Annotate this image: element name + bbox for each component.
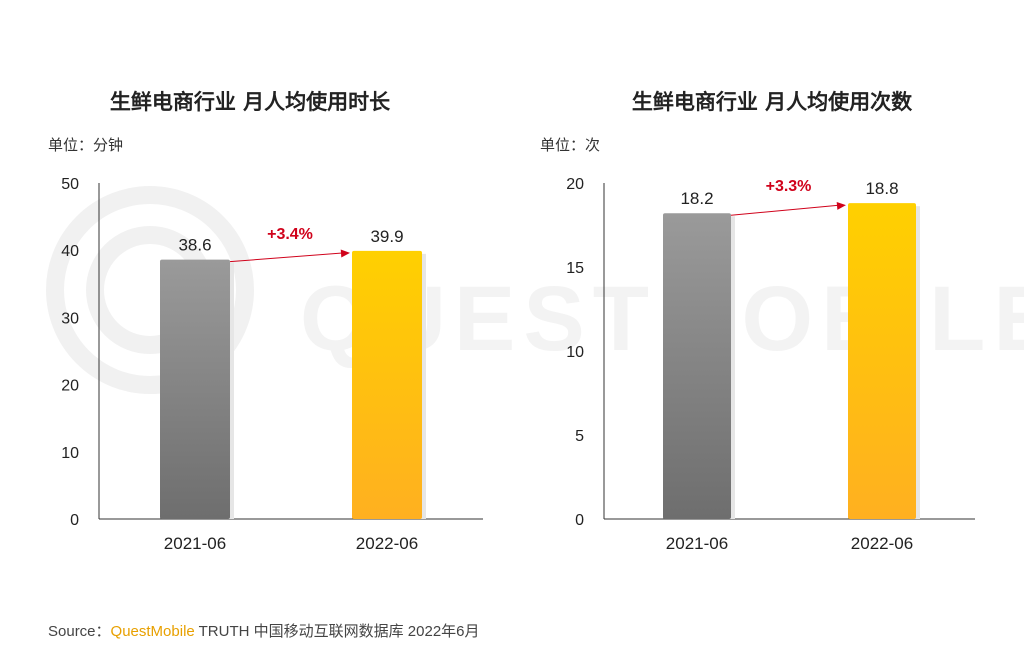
chart-plot: 0 10 20 30 40 50 38.6 2021-06 39.9 2022-06 +3.4%	[61, 176, 483, 553]
y-tick-label: 15	[566, 260, 584, 277]
x-tick-label: 2022-06	[851, 534, 913, 553]
chart-title: 生鲜电商行业 月人均使用时长	[109, 90, 391, 114]
y-tick-label: 20	[61, 378, 79, 395]
y-tick-label: 10	[566, 344, 584, 361]
y-tick-label: 5	[575, 428, 584, 445]
y-tick-label: 0	[575, 512, 584, 529]
x-tick-label: 2022-06	[356, 534, 418, 553]
unit-label: 单位：次	[540, 136, 601, 154]
source-rest: TRUTH 中国移动互联网数据库 2022年6月	[194, 623, 480, 640]
source-note: Source：QuestMobile TRUTH 中国移动互联网数据库 2022…	[48, 620, 480, 641]
source-prefix: Source：	[48, 623, 111, 640]
chart-plot: 0 5 10 15 20 18.2 2021-06 18.8 2022-06 +3.3%	[566, 176, 975, 553]
growth-arrow-head	[340, 249, 350, 258]
x-tick-label: 2021-06	[164, 534, 226, 553]
growth-label: +3.3%	[766, 178, 812, 195]
growth-label: +3.4%	[267, 226, 313, 243]
y-tick-label: 20	[566, 176, 584, 193]
chart-title: 生鲜电商行业 月人均使用次数	[631, 90, 913, 114]
growth-arrow-line	[730, 204, 841, 216]
y-tick-label: 40	[61, 243, 79, 260]
bar	[663, 213, 731, 520]
x-tick-label: 2021-06	[666, 534, 728, 553]
chart-usage-duration: 生鲜电商行业 月人均使用时长 单位：分钟 0 10 20 30 40 50 38.6 2021…	[0, 0, 512, 600]
y-tick-label: 0	[70, 512, 79, 529]
bar	[352, 250, 422, 519]
bar	[160, 259, 230, 519]
y-tick-label: 30	[61, 310, 79, 327]
chart-usage-count: 生鲜电商行业 月人均使用次数 单位：次 0 5 10 15 20 18.2 2021-06 1…	[512, 0, 1024, 600]
data-label: 18.2	[680, 189, 713, 208]
data-label: 39.9	[370, 227, 403, 246]
y-tick-label: 50	[61, 176, 79, 193]
source-brand: QuestMobile	[110, 623, 195, 640]
data-label: 18.8	[865, 179, 898, 198]
y-tick-label: 10	[61, 445, 79, 462]
growth-arrow-head	[836, 201, 846, 210]
growth-arrow-line	[229, 252, 345, 263]
data-label: 38.6	[178, 236, 211, 255]
unit-label: 单位：分钟	[48, 136, 124, 154]
bar	[848, 203, 916, 519]
